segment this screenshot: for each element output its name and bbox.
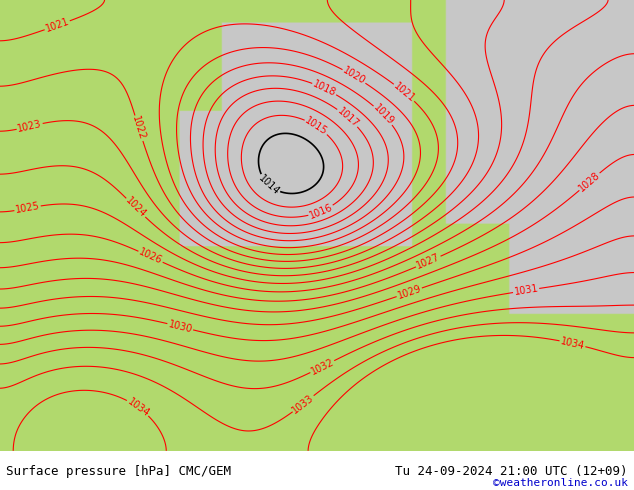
Text: 1025: 1025 xyxy=(15,201,41,216)
Text: 1034: 1034 xyxy=(126,396,151,418)
Text: 1020: 1020 xyxy=(341,66,367,87)
Text: 1023: 1023 xyxy=(16,119,43,134)
Text: 1030: 1030 xyxy=(167,319,193,335)
Text: 1018: 1018 xyxy=(311,79,338,98)
Text: 1021: 1021 xyxy=(44,17,70,34)
Text: 1022: 1022 xyxy=(131,115,147,142)
Text: 1032: 1032 xyxy=(309,357,335,377)
Text: Surface pressure [hPa] CMC/GEM: Surface pressure [hPa] CMC/GEM xyxy=(6,465,231,478)
Text: 1028: 1028 xyxy=(577,170,602,194)
Text: ©weatheronline.co.uk: ©weatheronline.co.uk xyxy=(493,478,628,488)
Text: Tu 24-09-2024 21:00 UTC (12+09): Tu 24-09-2024 21:00 UTC (12+09) xyxy=(395,465,628,478)
Text: 1026: 1026 xyxy=(138,247,164,267)
Text: 1034: 1034 xyxy=(559,336,586,351)
Text: 1031: 1031 xyxy=(514,284,539,297)
Text: 1029: 1029 xyxy=(396,284,422,301)
Text: 1033: 1033 xyxy=(290,392,316,415)
Text: 1027: 1027 xyxy=(415,252,442,271)
Text: 1016: 1016 xyxy=(307,202,334,220)
Text: 1019: 1019 xyxy=(371,103,396,127)
Text: 1017: 1017 xyxy=(335,106,360,129)
Text: 1015: 1015 xyxy=(303,116,330,137)
Text: 1021: 1021 xyxy=(392,81,417,104)
Text: 1024: 1024 xyxy=(124,196,148,220)
Text: 1014: 1014 xyxy=(256,173,281,197)
